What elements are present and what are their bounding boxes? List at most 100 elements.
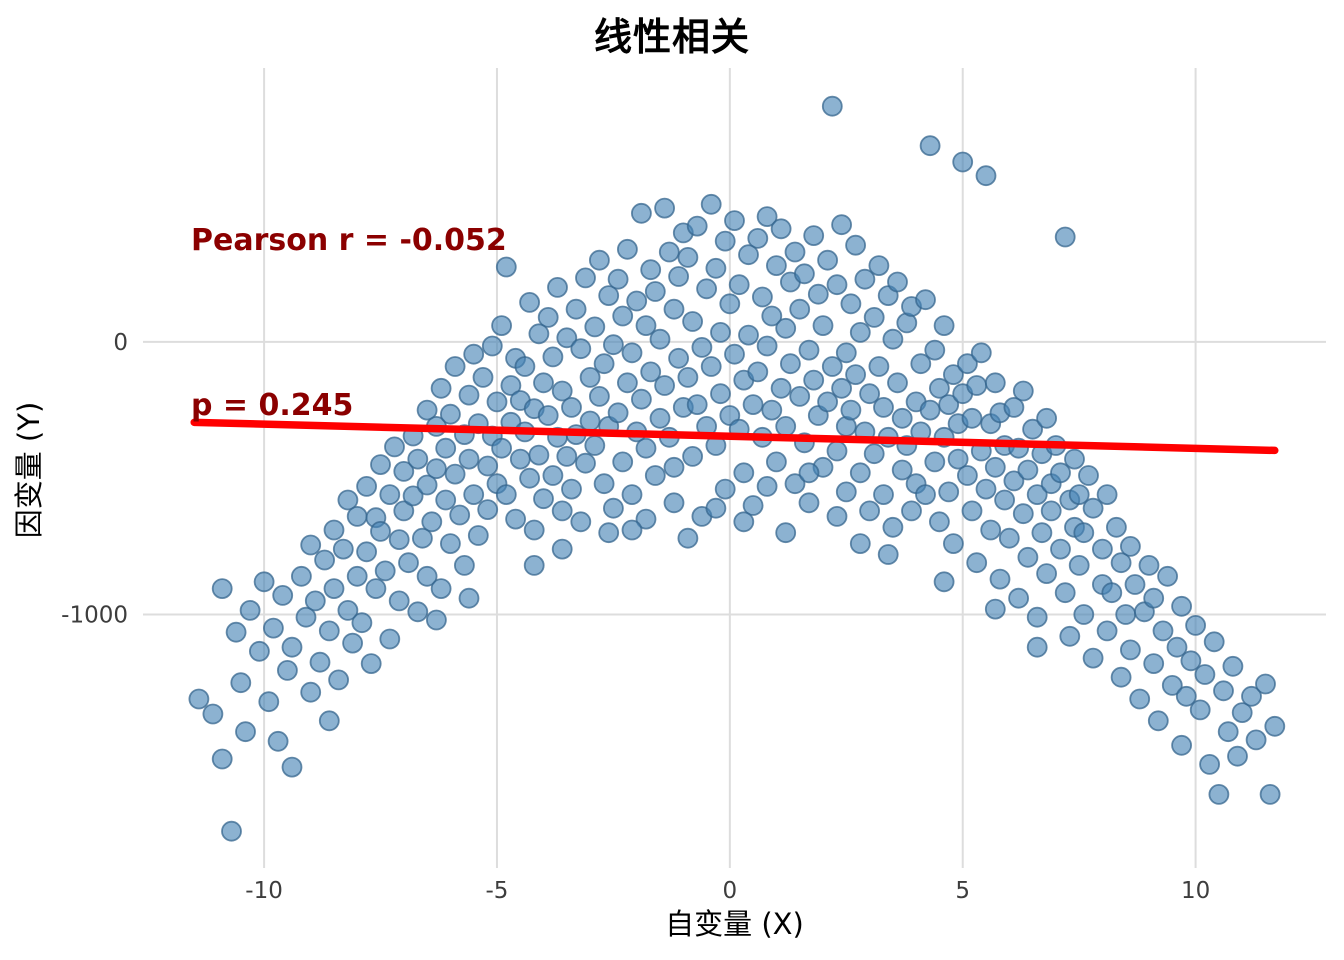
scatter-point xyxy=(1040,500,1062,522)
scatter-point xyxy=(780,353,801,375)
scatter-point xyxy=(803,225,825,247)
scatter-point xyxy=(1222,655,1244,677)
scatter-point xyxy=(635,437,657,459)
scatter-point xyxy=(775,415,797,437)
scatter-point xyxy=(705,257,727,279)
scatter-point xyxy=(682,311,703,332)
scatter-point xyxy=(943,533,964,554)
scatter-point xyxy=(1203,631,1225,653)
scatter-point xyxy=(1012,503,1034,525)
scatter-point xyxy=(803,369,825,391)
scatter-point xyxy=(849,321,871,343)
scatter-point xyxy=(542,465,564,486)
scatter-point xyxy=(1115,604,1137,625)
scatter-point xyxy=(1255,673,1276,695)
scatter-point xyxy=(621,519,643,541)
scatter-point xyxy=(1031,522,1053,544)
scatter-point xyxy=(439,403,461,425)
scatter-point xyxy=(663,456,685,478)
scatter-point xyxy=(863,443,885,465)
scatter-point xyxy=(1199,754,1220,775)
scatter-point xyxy=(635,508,657,530)
scatter-point xyxy=(957,353,978,375)
scatter-point xyxy=(584,435,606,456)
scatter-point xyxy=(309,651,331,673)
scatter-point xyxy=(919,399,941,421)
scatter-point xyxy=(593,353,615,375)
scatter-point xyxy=(239,600,261,621)
scatter-point xyxy=(798,462,820,484)
scatter-point xyxy=(556,327,578,349)
scatter-point xyxy=(924,339,946,361)
scatter-point xyxy=(891,459,913,481)
scatter-point xyxy=(952,151,974,173)
scatter-point xyxy=(644,281,666,302)
scatter-point xyxy=(262,617,284,639)
scatter-point xyxy=(411,527,433,549)
scatter-point xyxy=(696,278,717,300)
scatter-point xyxy=(603,334,624,356)
scatter-point xyxy=(854,268,876,290)
scatter-point xyxy=(840,293,862,315)
scatter-point xyxy=(1166,636,1188,658)
scatter-point xyxy=(416,565,438,587)
scatter-point xyxy=(300,681,322,703)
scatter-point xyxy=(984,456,1006,478)
scatter-point xyxy=(337,600,359,621)
scatter-point xyxy=(868,356,890,377)
scatter-point xyxy=(682,445,703,467)
scatter-point xyxy=(579,410,601,432)
scatter-point xyxy=(528,323,550,345)
scatter-point xyxy=(975,165,997,187)
scatter-point xyxy=(826,506,848,527)
scatter-point xyxy=(1012,380,1034,402)
scatter-point xyxy=(561,396,582,418)
scatter-point xyxy=(584,316,606,338)
scatter-point xyxy=(677,527,699,549)
scatter-point xyxy=(281,636,303,658)
scatter-point xyxy=(775,522,797,544)
scatter-point xyxy=(495,484,517,506)
scatter-point xyxy=(1120,639,1141,661)
scatter-point xyxy=(784,473,806,495)
scatter-point xyxy=(337,489,359,511)
scatter-point xyxy=(519,467,540,489)
scatter-point xyxy=(570,511,592,533)
scatter-point xyxy=(407,448,429,470)
scatter-point xyxy=(1110,666,1132,688)
scatter-point xyxy=(733,462,755,484)
scatter-point xyxy=(439,533,461,554)
scatter-point xyxy=(304,590,326,612)
scatter-point xyxy=(528,444,550,466)
scatter-point xyxy=(318,620,340,642)
scatter-point xyxy=(1022,418,1043,440)
scatter-point xyxy=(565,298,587,320)
scatter-point xyxy=(388,529,410,550)
scatter-point xyxy=(314,549,336,571)
scatter-point xyxy=(281,756,303,778)
scatter-point xyxy=(835,342,857,364)
scatter-point xyxy=(807,283,829,305)
scatter-point xyxy=(384,436,405,458)
scatter-point xyxy=(766,451,787,473)
scatter-point xyxy=(612,451,634,473)
scatter-point xyxy=(1101,582,1123,604)
scatter-point xyxy=(435,437,457,459)
scatter-point xyxy=(1180,650,1202,672)
scatter-point xyxy=(589,385,610,407)
scatter-point xyxy=(1036,563,1057,584)
scatter-point xyxy=(523,519,545,541)
scatter-point xyxy=(1036,407,1057,429)
scatter-point xyxy=(938,394,960,416)
scatter-point xyxy=(505,508,526,530)
scatter-point xyxy=(547,276,568,298)
scatter-point xyxy=(537,405,559,426)
scatter-point xyxy=(742,394,764,416)
scatter-point xyxy=(766,255,787,277)
scatter-point xyxy=(700,356,722,377)
scatter-point xyxy=(901,500,922,522)
scatter-point xyxy=(351,612,373,634)
scatter-point xyxy=(845,364,866,386)
scatter-point xyxy=(668,266,689,287)
scatter-point xyxy=(761,305,783,327)
